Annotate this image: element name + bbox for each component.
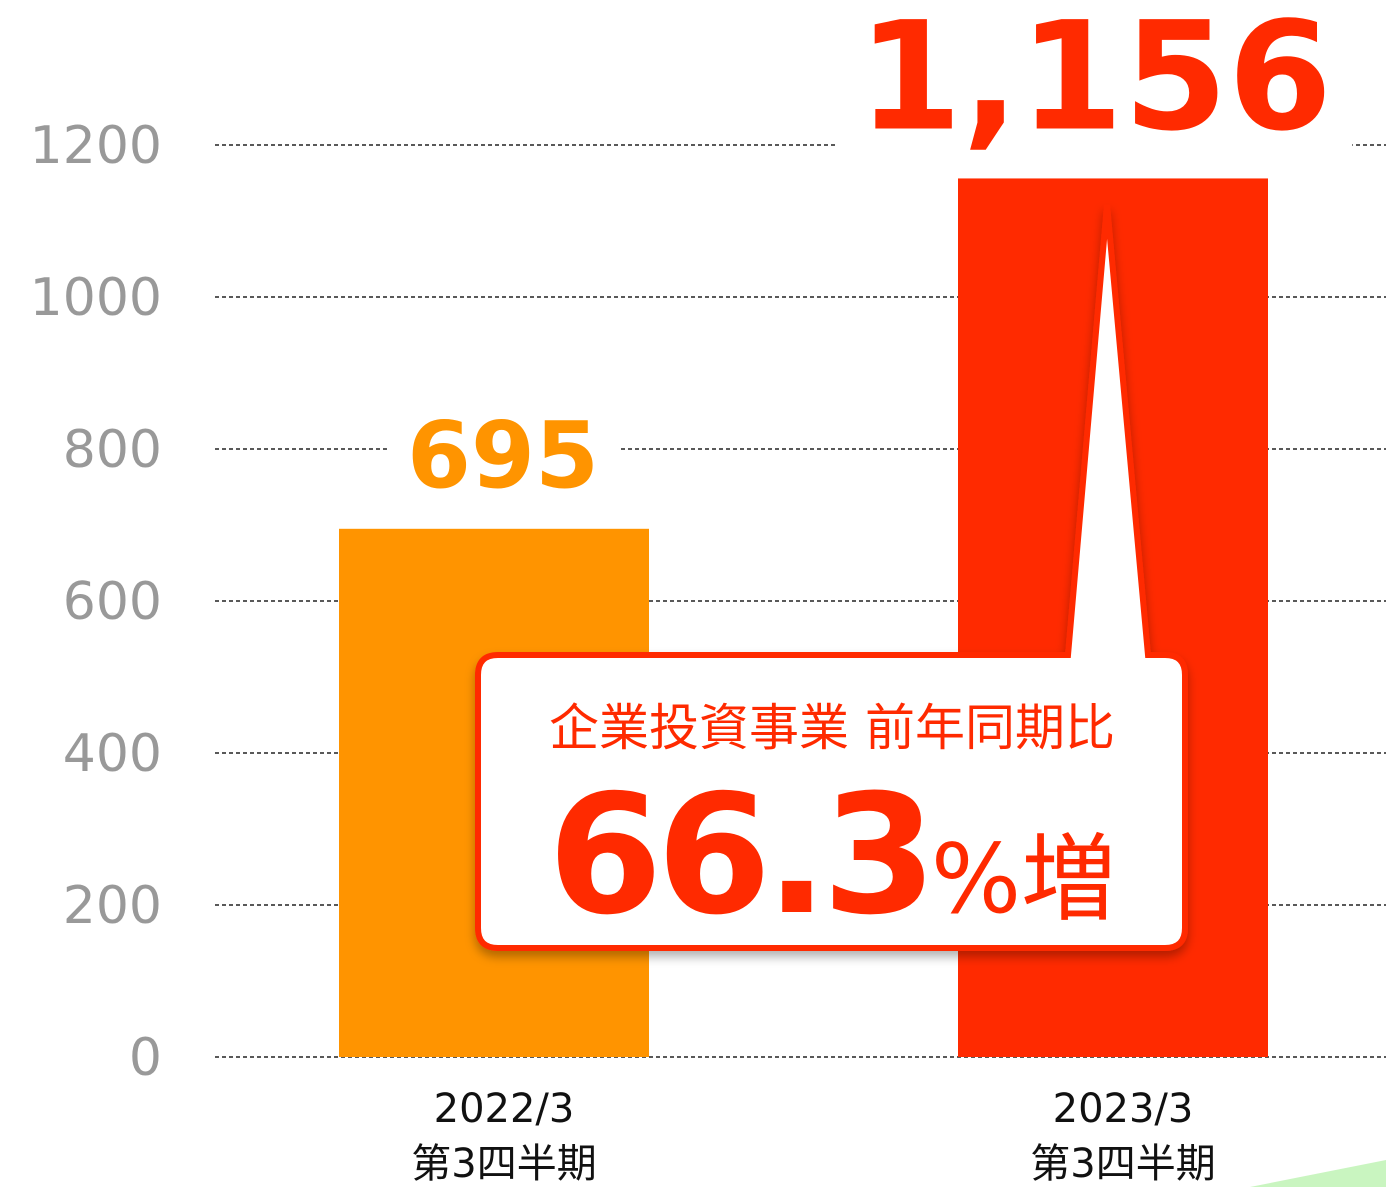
label-background — [386, 401, 620, 509]
x-tick-label: 2022/3 — [434, 1086, 575, 1132]
y-tick-label: 200 — [63, 876, 162, 936]
callout-value: 66.3%増 — [548, 759, 1116, 951]
label-background — [837, 0, 1353, 165]
y-tick-label: 600 — [63, 572, 162, 632]
y-tick-label: 400 — [63, 724, 162, 784]
callout-suffix: %増 — [931, 825, 1116, 935]
data-label: 695 — [407, 402, 599, 509]
x-tick-label: 第3四半期 — [411, 1141, 596, 1187]
y-tick-label: 0 — [129, 1028, 162, 1088]
callout-number: 66.3 — [548, 759, 931, 951]
x-tick-label: 第3四半期 — [1030, 1141, 1215, 1187]
data-label: 1,156 — [858, 0, 1332, 164]
y-tick-label: 1000 — [30, 268, 162, 328]
y-tick-label: 800 — [63, 420, 162, 480]
x-tick-label: 2023/3 — [1053, 1086, 1194, 1132]
callout-title: 企業投資事業 前年同期比 — [549, 699, 1115, 757]
callout — [475, 204, 1188, 951]
y-tick-label: 1200 — [30, 116, 162, 176]
decoration — [1250, 1160, 1386, 1187]
